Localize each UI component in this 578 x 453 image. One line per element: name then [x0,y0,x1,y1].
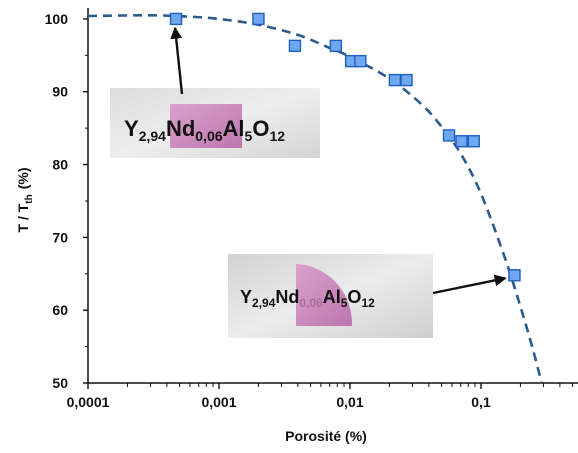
y-tick-label: 70 [52,229,68,245]
x-tick-label: 0,0001 [67,394,110,410]
data-point [400,73,413,87]
y-tick-label: 60 [52,302,68,318]
sample-1-rectangle [170,104,242,148]
sample-2-quarter-disc [296,264,353,326]
data-point [508,269,521,282]
data-point [467,135,480,148]
x-tick-label: 0,01 [336,394,363,410]
annotation-arrow-2 [432,274,507,295]
y-ticks: 50 60 70 80 90 100 [45,11,88,391]
data-point [169,12,183,26]
x-ticks: 0,0001 0,001 0,01 0,1 [67,383,574,410]
y-axis-title-main: T / T [15,203,31,232]
y-axis-title-subscript: th [24,194,35,203]
data-point [329,39,343,53]
x-tick-label: 0,1 [471,394,491,410]
sample-photo-1: Y2,94Nd0,06Al5O12 [110,88,320,158]
x-tick-label: 0,001 [201,394,236,410]
y-tick-label: 80 [52,157,68,173]
y-axis-title: T / Tth (%) [15,167,35,232]
y-tick-label: 50 [52,375,68,391]
data-point [288,39,302,53]
photo-2-label: Y2,94Nd0,06Al5O12 [240,287,375,310]
data-point [442,129,456,142]
data-point [252,12,265,26]
data-point [455,135,468,148]
sample-photo-2: Y2,94Nd0,06Al5O12 [228,254,433,338]
y-tick-label: 90 [52,84,68,100]
data-point [388,73,402,87]
photo-1-label: Y2,94Nd0,06Al5O12 [124,116,285,144]
y-tick-label: 100 [45,11,69,27]
axes: 0,0001 0,001 0,01 0,1 50 60 70 80 90 100 [45,8,578,410]
data-point [354,54,367,68]
annotation-arrow-1 [170,26,184,95]
data-points [169,12,521,282]
x-axis-title: Porosité (%) [285,428,367,444]
y-axis-title-unit: (%) [15,167,31,189]
